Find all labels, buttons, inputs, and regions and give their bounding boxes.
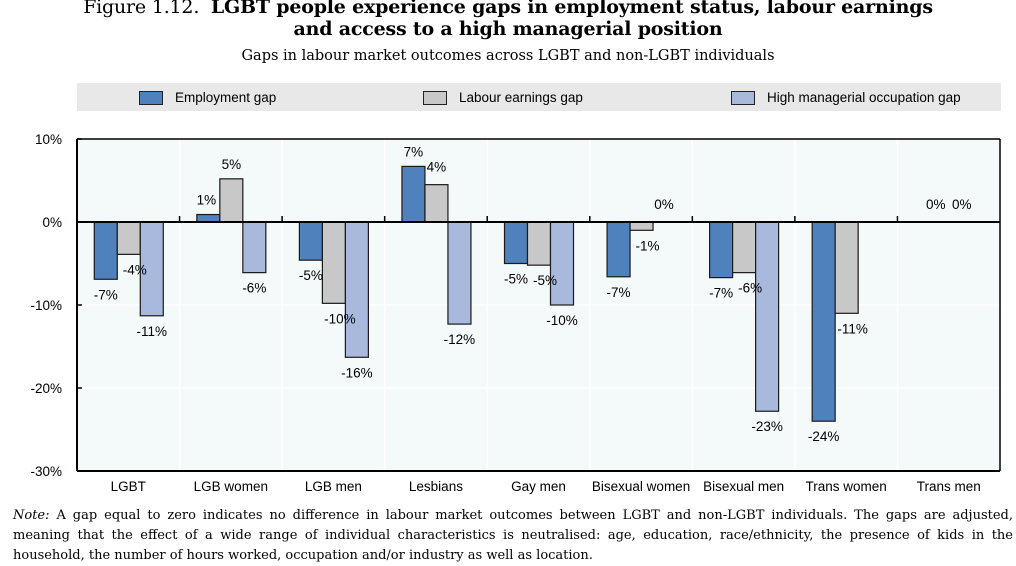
bar-employment-gap-1 (196, 213, 221, 223)
bar-labour-earnings-gap-4 (526, 221, 552, 266)
x-category-label: Gay men (511, 479, 566, 494)
data-label: -5% (299, 268, 323, 283)
data-label: -11% (837, 321, 868, 336)
data-label: 1% (197, 193, 217, 208)
legend-label-earnings: Labour earnings gap (459, 90, 583, 105)
data-label: -4% (123, 262, 147, 277)
bar-high-managerial-occupation-gap-1 (242, 221, 267, 274)
data-label: -6% (242, 281, 266, 296)
data-label: -10% (324, 311, 356, 326)
bar-labour-earnings-gap-7 (834, 221, 859, 314)
y-tick-label: 0% (42, 215, 62, 230)
x-category-label: LGB men (305, 479, 362, 494)
bar-labour-earnings-gap-3 (424, 184, 449, 223)
chart-title: Figure 1.12. LGBT people experience gaps… (0, 0, 1016, 40)
data-label: -7% (607, 285, 631, 300)
bar-labour-earnings-gap-6 (732, 221, 757, 274)
data-label: 0% (926, 197, 946, 212)
y-tick-label: 10% (35, 132, 62, 147)
legend-label-managerial: High managerial occupation gap (767, 90, 961, 105)
data-label: -7% (94, 287, 118, 302)
x-category-label: Bisexual men (703, 479, 784, 494)
bar-labour-earnings-gap-1 (219, 178, 244, 223)
chart-subtitle: Gaps in labour market outcomes across LG… (241, 48, 775, 64)
legend-item-employment: Employment gap (139, 90, 276, 105)
data-label: 5% (222, 157, 242, 172)
data-label: 4% (427, 160, 447, 175)
title-line-1: LGBT people experience gaps in employmen… (210, 0, 933, 18)
note-label: Note: (13, 508, 50, 523)
y-tick-label: -10% (30, 298, 62, 313)
x-category-label: LGB women (194, 479, 268, 494)
data-label: 0% (654, 197, 674, 212)
bar-labour-earnings-gap-2 (321, 221, 346, 304)
bar-labour-earnings-gap-5 (629, 221, 654, 231)
title-line-2: and access to a high managerial position (293, 18, 723, 40)
legend-item-managerial: High managerial occupation gap (731, 90, 961, 105)
data-label: -7% (709, 286, 733, 301)
legend: Employment gap Labour earnings gap High … (77, 83, 1001, 111)
data-label: 0% (952, 197, 972, 212)
bar-employment-gap-6 (709, 221, 734, 279)
data-label: -11% (137, 324, 168, 339)
bar-employment-gap-2 (298, 221, 323, 261)
data-label: -1% (636, 238, 660, 253)
bar-employment-gap-0 (93, 221, 118, 280)
legend-item-earnings: Labour earnings gap (423, 90, 583, 105)
bar-labour-earnings-gap-0 (116, 221, 141, 255)
bar-employment-gap-7 (811, 221, 836, 422)
bar-chart: 10% 0% -10% -20% -30% -7% 1% -5% 7% -5% -7% -7% -24%… (30, 132, 1001, 494)
bar-employment-gap-5 (606, 221, 631, 278)
chart-note: Note: A gap equal to zero indicates no d… (13, 506, 1013, 566)
x-category-label: Trans men (917, 479, 981, 494)
bar-high-managerial-occupation-gap-6 (755, 221, 780, 412)
note-text: A gap equal to zero indicates no differe… (13, 508, 1013, 563)
data-label: -5% (504, 272, 528, 287)
x-category-label: Trans women (806, 479, 887, 494)
data-label: -10% (546, 313, 578, 328)
figure-number: Figure 1.12. (83, 0, 200, 18)
data-label: -24% (808, 429, 840, 444)
y-tick-label: -20% (30, 381, 62, 396)
y-tick-label: -30% (30, 464, 62, 479)
data-label: -5% (533, 273, 557, 288)
x-category-label: Bisexual women (592, 479, 690, 494)
data-label: -12% (444, 332, 476, 347)
bar-employment-gap-4 (503, 221, 529, 265)
data-label: -23% (751, 419, 783, 434)
data-label: 7% (404, 144, 424, 159)
legend-label-employment: Employment gap (175, 90, 277, 105)
bar-employment-gap-3 (401, 165, 426, 223)
legend-swatch-managerial (731, 90, 755, 105)
legend-swatch-employment (139, 90, 163, 105)
x-category-label: Lesbians (409, 479, 463, 494)
x-category-label: LGBT (111, 479, 146, 494)
bar-high-managerial-occupation-gap-2 (344, 221, 369, 358)
data-label: -16% (341, 365, 373, 380)
bar-high-managerial-occupation-gap-4 (549, 221, 575, 306)
data-label: -6% (738, 281, 762, 296)
bar-high-managerial-occupation-gap-3 (447, 221, 472, 325)
legend-swatch-earnings (423, 90, 447, 105)
